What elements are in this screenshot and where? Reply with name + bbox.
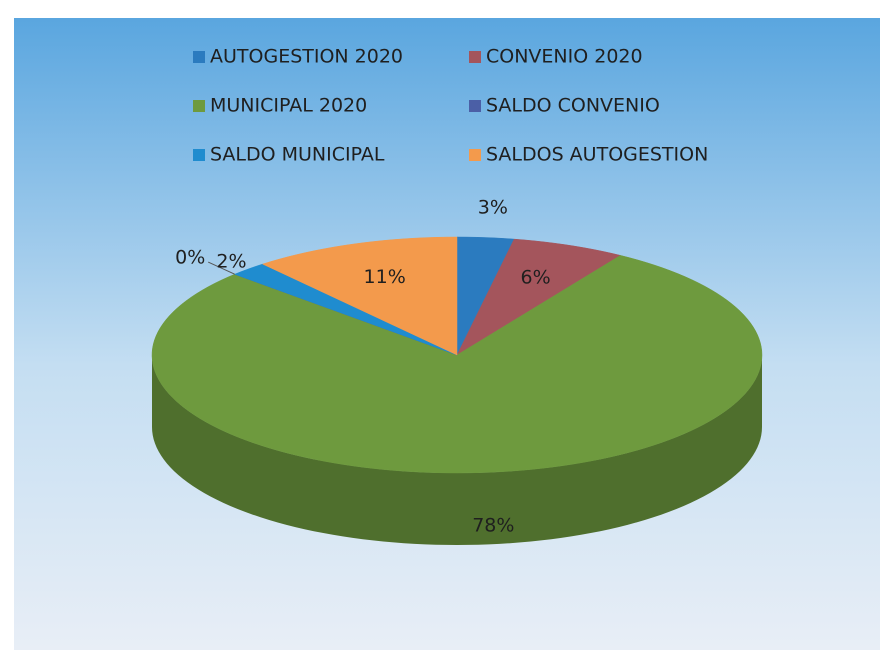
legend-swatch (193, 51, 205, 63)
data-label: 6% (521, 267, 551, 289)
legend-label: SALDOS AUTOGESTION (486, 144, 708, 166)
data-label: 78% (472, 515, 514, 537)
legend: AUTOGESTION 2020 CONVENIO 2020 MUNICIPAL 2… (193, 46, 708, 166)
legend-label: SALDO CONVENIO (486, 95, 660, 117)
legend-label: SALDO MUNICIPAL (210, 144, 385, 166)
legend-swatch (469, 100, 481, 112)
pie-side (152, 355, 762, 545)
pie-slice (456, 238, 622, 356)
data-labels: 3% 6% 78% 0% 2% 11% (175, 197, 551, 537)
pie-slice (151, 255, 763, 474)
data-label: 3% (478, 197, 508, 219)
data-label: 11% (364, 266, 406, 288)
legend-swatch (469, 149, 481, 161)
legend-label: AUTOGESTION 2020 (210, 46, 403, 68)
legend-swatch (469, 51, 481, 63)
legend-swatch (193, 100, 205, 112)
leader-line (207, 261, 235, 275)
data-label: 2% (216, 251, 246, 273)
legend-label: MUNICIPAL 2020 (210, 95, 367, 117)
legend-swatch (193, 149, 205, 161)
pie-slice (261, 236, 458, 356)
pie-tops (151, 236, 763, 474)
pie-sides (152, 355, 762, 545)
data-label: 0% (175, 247, 205, 269)
legend-label: CONVENIO 2020 (486, 46, 643, 68)
